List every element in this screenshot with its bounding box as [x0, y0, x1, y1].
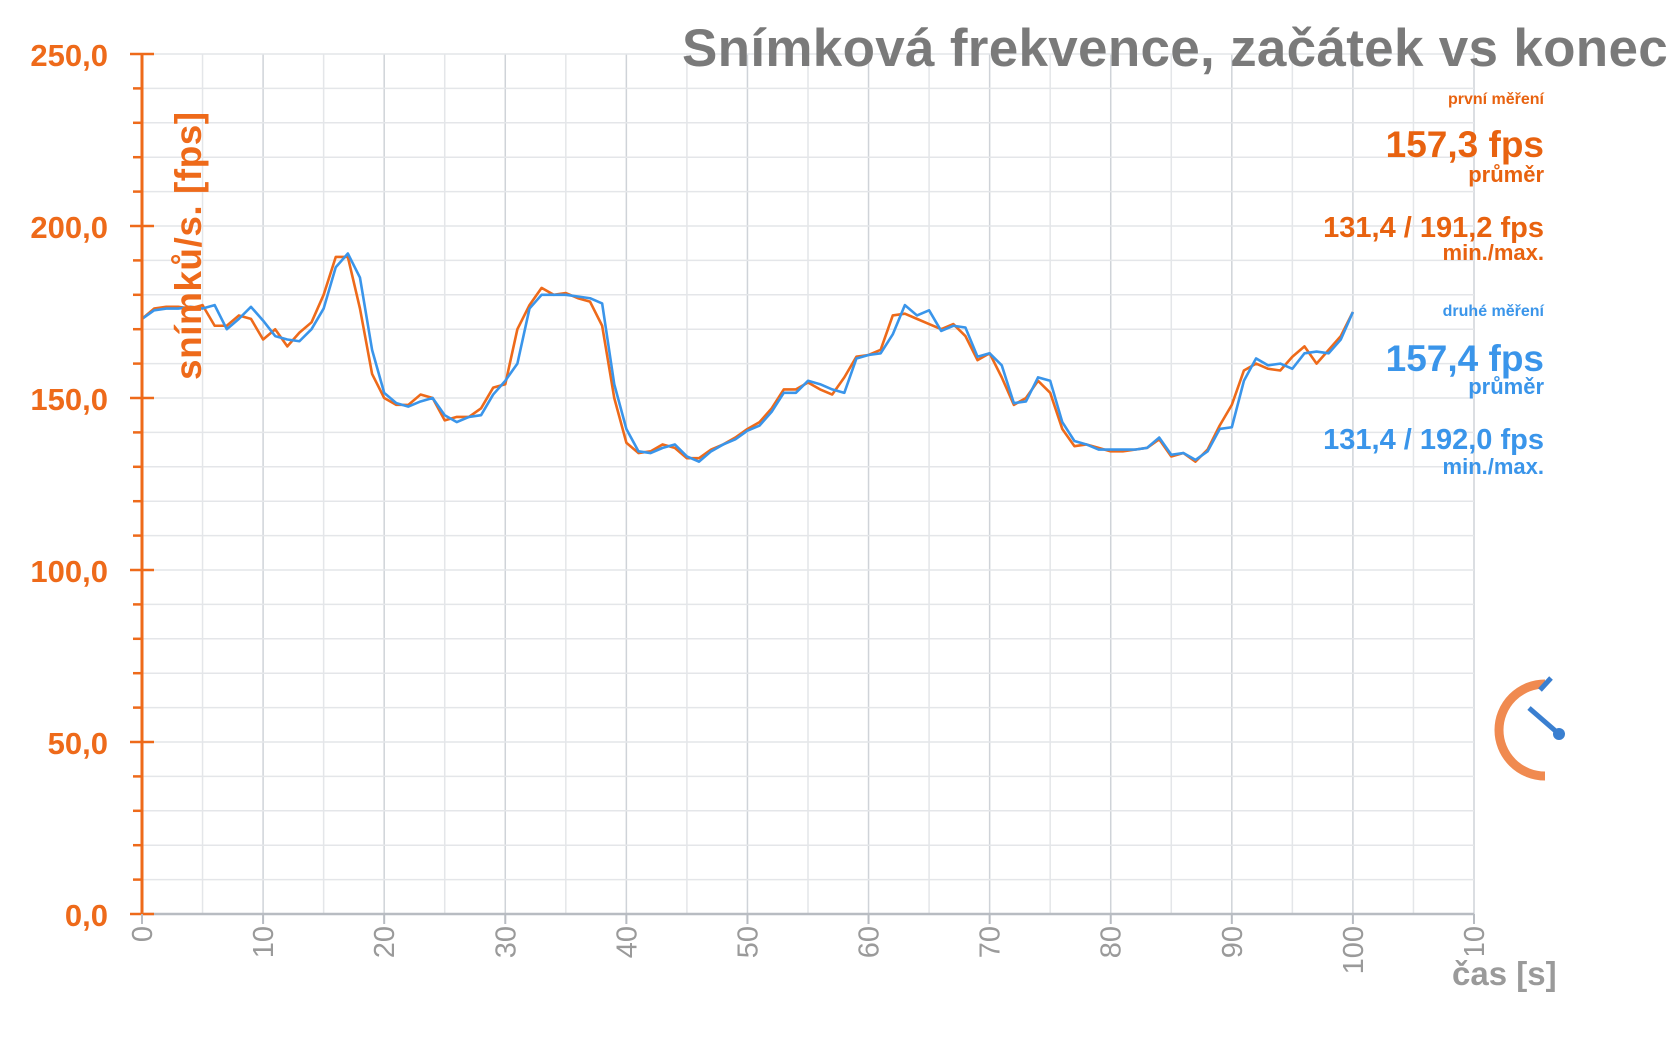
x-tick-label: 0 — [127, 926, 159, 942]
chart-title: Snímková frekvence, začátek vs konec — [682, 19, 1668, 78]
stats-first-minmax: 131,4 / 191,2 fps — [1323, 212, 1544, 244]
stats-first-avg-label: průměr — [1468, 162, 1544, 187]
x-tick-label: 70 — [975, 926, 1007, 958]
x-tick-label: 80 — [1096, 926, 1128, 958]
x-tick-label: 60 — [854, 926, 886, 958]
series-second-measurement — [141, 252, 1355, 463]
stats-first-avg: 157,3 fps — [1385, 124, 1544, 165]
series-line-2 — [141, 252, 1355, 463]
x-axis-label: čas [s] — [1450, 955, 1559, 993]
y-tick-label: 250,0 — [30, 38, 108, 73]
x-tick-label: 30 — [490, 926, 522, 958]
stats-second-avg: 157,4 fps — [1385, 338, 1544, 379]
y-tick-label: 0,0 — [65, 898, 108, 933]
x-tick-label: 90 — [1217, 926, 1249, 958]
pctuning-logo: pctuning — [1494, 676, 1565, 781]
x-tick-label: 40 — [611, 926, 643, 958]
y-axis-label: snímků/s. [fps] — [168, 111, 209, 380]
y-tick-label: 150,0 — [30, 382, 108, 417]
y-tick-label: 200,0 — [30, 210, 108, 245]
speedometer-icon — [1494, 676, 1565, 781]
x-tick-label: 10 — [248, 926, 280, 958]
y-tick-label: 100,0 — [30, 554, 108, 589]
y-tick-labels: 0,0 50,0 100,0 150,0 200,0 250,0 — [30, 38, 108, 933]
stats-second-minmax: 131,4 / 192,0 fps — [1323, 424, 1544, 456]
x-tick-label: 100 — [1338, 926, 1370, 974]
x-tick-label: 20 — [369, 926, 401, 958]
stats-second-avg-label: průměr — [1468, 374, 1544, 399]
y-tick-label: 50,0 — [48, 726, 108, 761]
stats-first-name: první měření — [1447, 91, 1544, 108]
stats-first-minmax-label: min./max. — [1442, 240, 1544, 265]
stats-second-name: druhé měření — [1442, 303, 1544, 320]
x-tick-label: 50 — [732, 926, 764, 958]
x-tick-labels: 0 10 20 30 40 50 60 70 80 90 100 110 — [127, 926, 1491, 974]
axes — [130, 52, 1475, 924]
stats-second-minmax-label: min./max. — [1442, 454, 1544, 479]
grid-lines — [142, 53, 1475, 914]
